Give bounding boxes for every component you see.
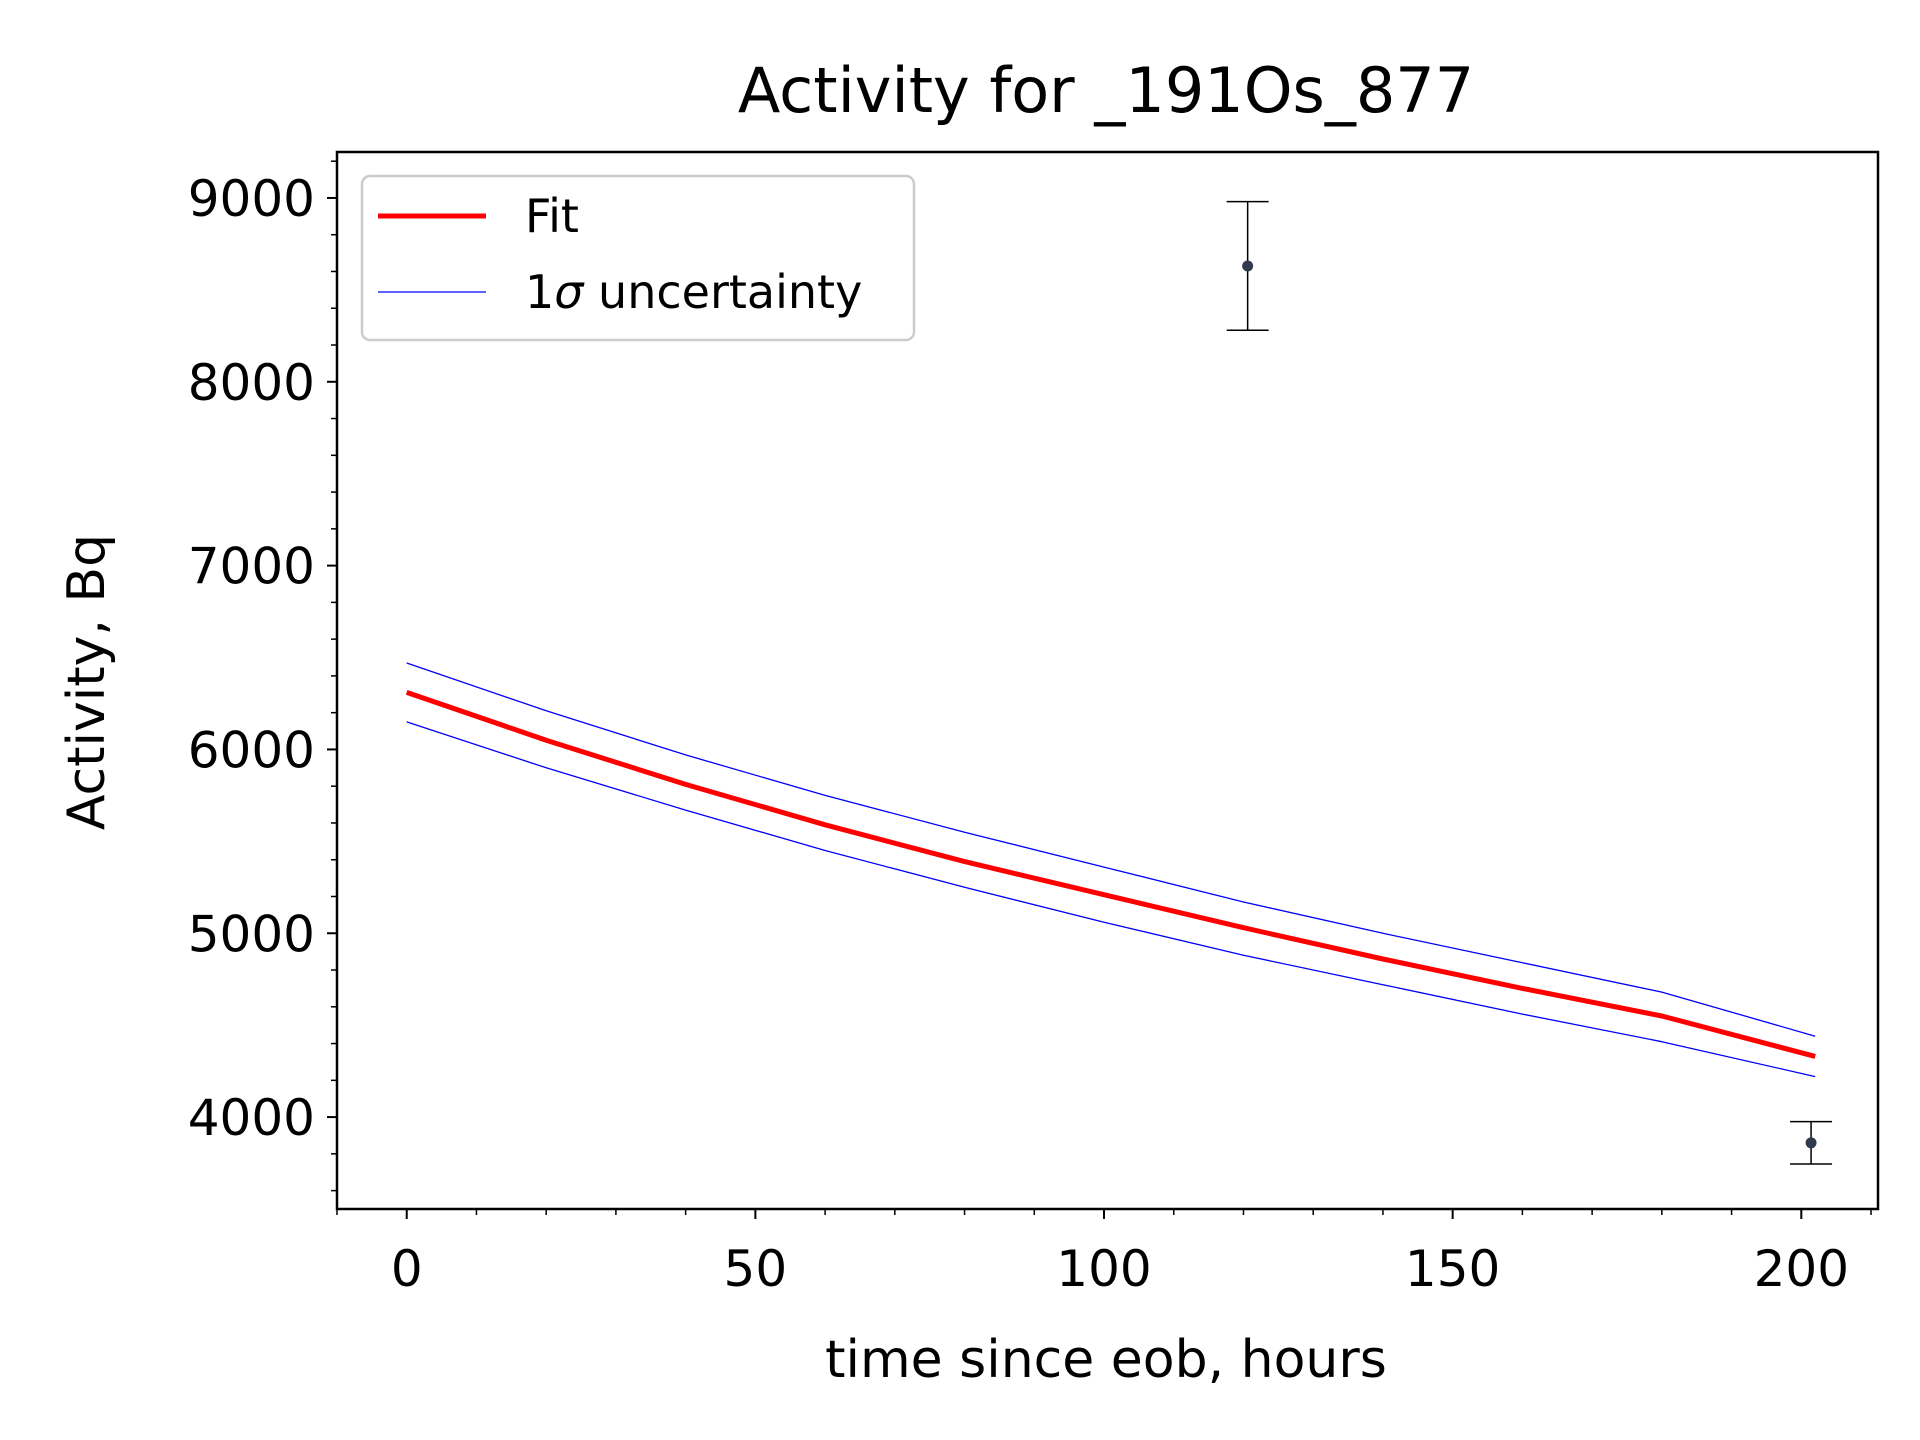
legend-box: [360, 174, 916, 342]
x-axis-label: time since eob, hours: [825, 1330, 1387, 1390]
y-axis-label: Activity, Bq: [57, 534, 117, 830]
y-tick-label: 8000: [188, 354, 315, 412]
uncertainty-lower-line: [406, 721, 1816, 1078]
y-tick-label: 9000: [188, 170, 315, 228]
y-tick-label: 5000: [188, 905, 315, 963]
fit-line: [405, 690, 1816, 1059]
x-tick-label: 50: [724, 1240, 788, 1298]
x-tick-label: 200: [1754, 1240, 1849, 1298]
legend-fit-label: Fit: [525, 189, 579, 243]
data-point: [1242, 260, 1254, 272]
legend-sigma-symbol: σ: [554, 265, 585, 319]
legend-uncertainty-label: 1σ uncertainty: [525, 265, 862, 319]
legend-uncertainty-prefix: 1: [525, 265, 554, 319]
y-tick-label: 7000: [188, 538, 315, 596]
x-tick-label: 150: [1405, 1240, 1500, 1298]
uncertainty-upper-line: [406, 662, 1816, 1037]
data-point: [1805, 1137, 1817, 1149]
x-tick-label: 0: [391, 1240, 423, 1298]
y-tick-label: 4000: [188, 1089, 315, 1147]
plot-frame: [335, 150, 1880, 1211]
x-tick-label: 100: [1056, 1240, 1151, 1298]
legend-uncertainty-suffix: uncertainty: [583, 265, 862, 319]
legend: Fit 1σ uncertainty: [360, 174, 916, 342]
chart-title: Activity for _191Os_877: [738, 54, 1474, 127]
y-tick-label: 6000: [188, 721, 315, 779]
axis-ticks: 0 50 100 150 200 4000 5000 6000 7000 8000 9000: [188, 160, 1872, 1298]
plot-area: [405, 200, 1833, 1165]
